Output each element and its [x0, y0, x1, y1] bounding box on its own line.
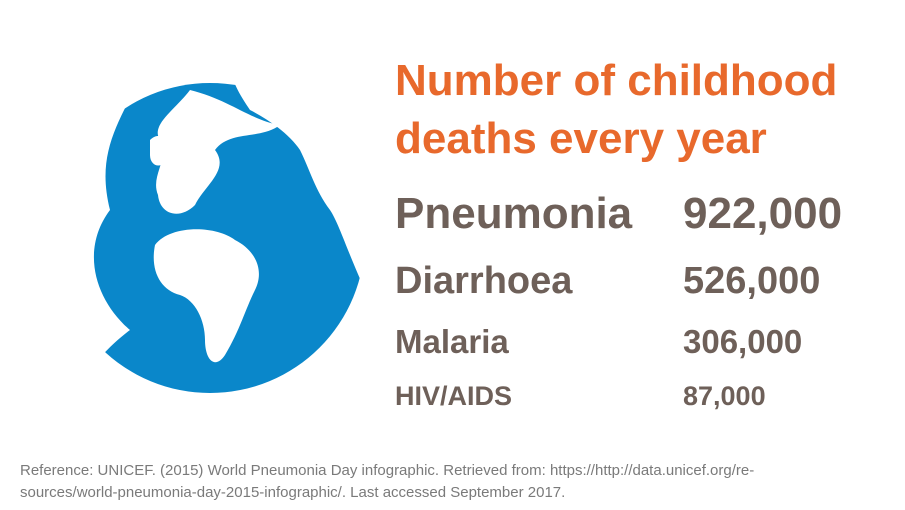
row-label: Diarrhoea — [395, 260, 573, 302]
title-line: deaths every year — [395, 114, 767, 163]
row-label: Malaria — [395, 323, 509, 360]
row-label: Pneumonia — [395, 189, 633, 238]
row-value: 306,000 — [683, 323, 802, 360]
title-line: Number of childhood — [395, 56, 837, 105]
globe-icon — [50, 60, 370, 420]
row-label: HIV/AIDS — [395, 381, 512, 411]
row-value: 526,000 — [683, 260, 820, 302]
reference-line: sources/world-pneumonia-day-2015-infogra… — [20, 484, 565, 501]
row-value: 922,000 — [683, 189, 842, 238]
reference-line: Reference: UNICEF. (2015) World Pneumoni… — [20, 462, 754, 479]
row-value: 87,000 — [683, 381, 766, 411]
